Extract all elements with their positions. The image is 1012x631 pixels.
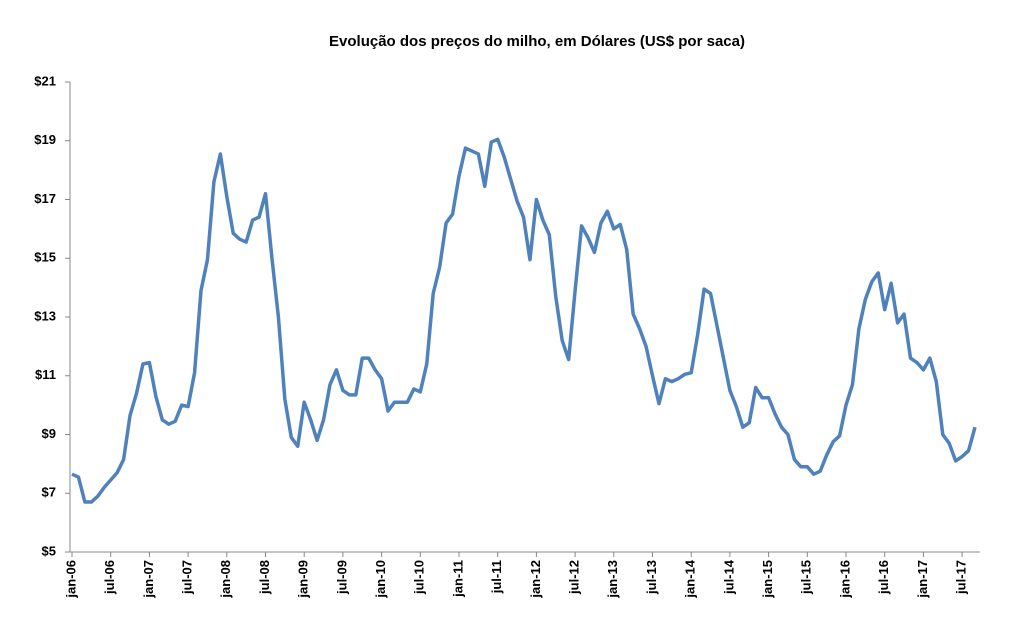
x-tick-label: jul-15 xyxy=(799,560,814,595)
y-tick-label: $15 xyxy=(34,250,56,265)
chart-title: Evolução dos preços do milho, em Dólares… xyxy=(329,33,745,50)
y-tick-label: $11 xyxy=(35,367,56,382)
data-line xyxy=(71,137,977,504)
x-tick-label: jan-06 xyxy=(63,560,78,599)
x-tick-label: jan-11 xyxy=(450,560,465,598)
y-tick-label: $17 xyxy=(34,191,56,206)
x-tick-label: jul-11 xyxy=(489,560,504,594)
y-tick-label: $13 xyxy=(34,308,56,323)
x-tick-label: jul-09 xyxy=(334,560,349,595)
x-tick-label: jul-14 xyxy=(721,559,736,595)
x-tick-label: jan-16 xyxy=(837,560,852,599)
y-tick-label: $7 xyxy=(42,485,56,500)
x-tick-label: jan-12 xyxy=(528,560,543,599)
y-tick-label: $9 xyxy=(42,426,56,441)
x-tick-label: jul-06 xyxy=(102,560,117,595)
y-tick-label: $5 xyxy=(42,543,56,558)
y-tick-label: $19 xyxy=(34,132,56,147)
x-tick-label: jan-09 xyxy=(296,560,311,599)
x-tick-label: jul-17 xyxy=(954,560,969,595)
x-tick-label: jan-13 xyxy=(605,560,620,599)
x-tick-label: jul-10 xyxy=(412,560,427,595)
x-tick-label: jan-14 xyxy=(683,559,698,598)
x-tick-label: jan-15 xyxy=(760,560,775,599)
x-tick-label: jan-10 xyxy=(373,560,388,599)
y-tick-label: $21 xyxy=(34,73,56,88)
x-tick-label: jan-08 xyxy=(218,560,233,599)
x-tick-label: jul-07 xyxy=(180,560,195,595)
x-tick-label: jan-07 xyxy=(141,560,156,599)
x-tick-label: jul-08 xyxy=(257,560,272,595)
x-tick-label: jul-12 xyxy=(567,560,582,595)
x-tick-label: jul-13 xyxy=(644,560,659,595)
x-tick-label: jul-16 xyxy=(876,560,891,595)
x-tick-label: jan-17 xyxy=(915,560,930,599)
